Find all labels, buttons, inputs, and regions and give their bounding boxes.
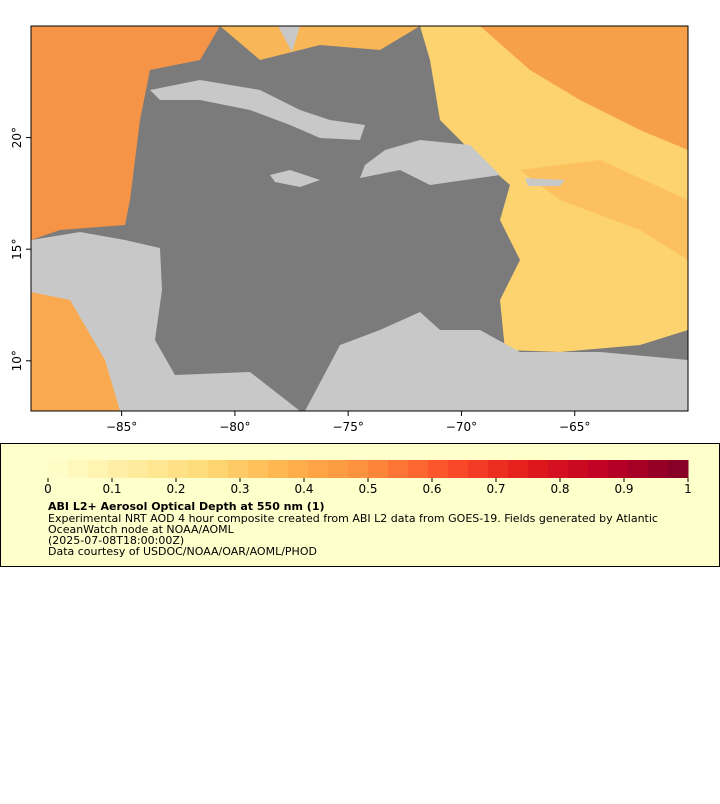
land (305, 312, 688, 411)
legend-line: (2025-07-08T18:00:00Z) (48, 534, 184, 547)
colorbar-cell (528, 460, 549, 478)
aerosol-area (520, 160, 688, 260)
colorbar-cell (308, 460, 329, 478)
colorbar-cell (508, 460, 529, 478)
colorbar-tick-label: 0.8 (550, 482, 569, 496)
land (525, 178, 565, 186)
legend-line: OceanWatch node at NOAA/AOML (48, 523, 235, 536)
colorbar-cell (288, 460, 309, 478)
colorbar-cell (68, 460, 89, 478)
colorbar-cell (488, 460, 509, 478)
colorbar-cell (108, 460, 129, 478)
legend-line: Experimental NRT AOD 4 hour composite cr… (48, 512, 658, 525)
x-tick-label: −85° (106, 420, 137, 434)
colorbar-cell (228, 460, 249, 478)
aerosol-area (31, 26, 220, 240)
colorbar-cell (608, 460, 629, 478)
y-tick-label: 20° (10, 127, 24, 148)
colorbar-tick-label: 0.3 (230, 482, 249, 496)
colorbar-cell (388, 460, 409, 478)
colorbar-cell (668, 460, 689, 478)
colorbar-cell (428, 460, 449, 478)
colorbar-tick-label: 0.7 (486, 482, 505, 496)
colorbar-cell (148, 460, 169, 478)
x-tick-label: −80° (219, 420, 250, 434)
colorbar-tick-label: 0 (44, 482, 52, 496)
colorbar-cell (548, 460, 569, 478)
aerosol-area (31, 290, 120, 411)
colorbar-tick-label: 0.2 (166, 482, 185, 496)
colorbar-cell (588, 460, 609, 478)
colorbar-cell (88, 460, 109, 478)
x-tick-label: −70° (446, 420, 477, 434)
colorbar-tick-label: 0.6 (422, 482, 441, 496)
land (270, 170, 320, 187)
colorbar-cell (468, 460, 489, 478)
colorbar-cell (568, 460, 589, 478)
colorbar-tick-label: 0.1 (102, 482, 121, 496)
colorbar-cell (248, 460, 269, 478)
colorbar-cell (188, 460, 209, 478)
colorbar-tick-label: 0.9 (614, 482, 633, 496)
land (150, 80, 365, 140)
legend-line: Data courtesy of USDOC/NOAA/OAR/AOML/PHO… (48, 545, 317, 558)
land (360, 140, 500, 185)
colorbar-cell (348, 460, 369, 478)
colorbar-cell (408, 460, 429, 478)
x-tick-label: −65° (559, 420, 590, 434)
colorbar-cell (628, 460, 649, 478)
map-frame (30, 25, 689, 412)
y-tick-label: 15° (10, 239, 24, 260)
colorbar-cell (208, 460, 229, 478)
colorbar-cell (448, 460, 469, 478)
colorbar-cell (328, 460, 349, 478)
colorbar-cell (368, 460, 389, 478)
land (278, 26, 300, 52)
colorbar-cell (128, 460, 149, 478)
colorbar-tick-label: 0.4 (294, 482, 313, 496)
y-tick-label: 10° (10, 350, 24, 371)
aerosol-area (220, 26, 420, 60)
aerosol-area (480, 26, 688, 150)
land (31, 232, 300, 411)
x-tick-label: −75° (333, 420, 364, 434)
colorbar-cell (648, 460, 669, 478)
colorbar-tick-label: 1 (684, 482, 692, 496)
colorbar-cell (48, 460, 69, 478)
colorbar-cell (168, 460, 189, 478)
colorbar-cell (268, 460, 289, 478)
legend-title: ABI L2+ Aerosol Optical Depth at 550 nm … (48, 500, 325, 513)
colorbar-tick-label: 0.5 (358, 482, 377, 496)
